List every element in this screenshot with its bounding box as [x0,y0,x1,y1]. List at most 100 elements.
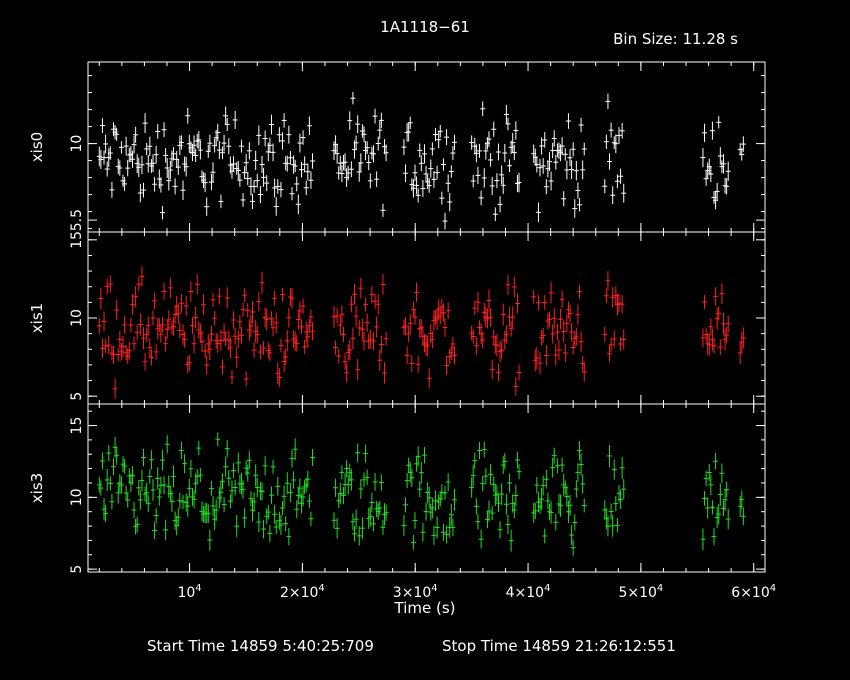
data-point [450,336,456,352]
data-point [602,326,608,342]
data-point [308,511,314,526]
data-point [98,480,104,496]
data-point [489,359,495,380]
data-point [137,313,143,336]
data-point [537,351,543,375]
data-point [567,304,573,323]
data-point [246,451,252,470]
data-point [204,355,210,375]
data-point [224,117,230,132]
data-point [415,188,421,203]
data-point [440,158,446,171]
data-point [262,456,268,476]
data-point [289,288,295,309]
data-point [308,309,314,325]
x-axis: 104 2×104 3×104 4×104 5×104 6×104 [177,583,776,601]
data-point [242,287,248,303]
data-point [308,171,314,189]
data-point [417,481,423,498]
data-point [573,480,579,498]
data-point [437,307,443,325]
data-point [486,500,492,522]
data-point [245,303,251,318]
data-point [284,155,290,172]
data-point [139,469,145,492]
data-point [286,527,292,546]
data-point [243,153,249,172]
data-point [232,327,238,345]
data-point [204,197,210,216]
data-point [273,197,279,216]
data-point [437,125,443,138]
data-point [570,340,576,355]
x-tick-label: 3×104 [393,583,438,601]
data-point [134,516,140,533]
data-point [212,311,218,326]
data-point [136,276,142,292]
data-point [253,150,259,171]
data-point [340,326,346,343]
data-point [133,126,139,143]
data-point [703,470,709,487]
data-point [355,115,361,134]
data-point [264,175,270,192]
data-point [569,322,575,342]
data-point [136,157,142,178]
data-point [572,514,578,531]
bin-size-label: Bin Size: 11.28 s [613,30,738,48]
data-point [153,344,159,360]
data-point [603,288,609,304]
data-point [444,129,450,146]
data-point [182,331,188,348]
data-point [256,511,262,533]
data-point [183,156,189,177]
data-point [240,193,246,207]
data-point [118,476,124,494]
data-point [128,317,134,333]
data-point [207,529,213,551]
data-point [505,514,511,535]
data-point [480,476,486,492]
data-point [540,158,546,174]
data-point [175,159,181,175]
data-point [253,464,259,487]
data-point [226,138,232,155]
data-point [448,345,454,361]
data-point [273,312,279,334]
data-point [344,363,350,383]
data-point [709,121,715,140]
data-point [567,149,573,167]
data-point [719,463,725,484]
data-point [491,476,497,493]
data-point [361,331,367,351]
data-point [344,460,350,477]
data-point [150,479,156,501]
data-point [478,529,484,549]
data-point [208,481,214,496]
y-tick-label: 5 [69,565,85,574]
data-point [478,190,484,206]
data-point [177,322,183,339]
data-point [473,336,479,355]
data-point [451,488,457,511]
data-point [401,514,407,536]
data-point [380,274,386,295]
data-point [300,298,306,314]
data-point [193,473,199,494]
data-point [442,486,448,500]
data-point [218,481,224,503]
data-point [722,488,728,511]
data-point [415,355,421,373]
data-point [280,132,286,150]
data-point [111,458,117,476]
data-point [502,143,508,163]
data-point [240,302,246,317]
data-point [219,473,225,490]
data-point [163,519,169,541]
stop-time-label: Stop Time 14859 21:26:12:551 [442,637,676,655]
data-point [242,508,248,528]
data-point [141,448,147,467]
data-point [305,163,311,181]
data-point [161,282,167,300]
data-point [227,494,233,509]
